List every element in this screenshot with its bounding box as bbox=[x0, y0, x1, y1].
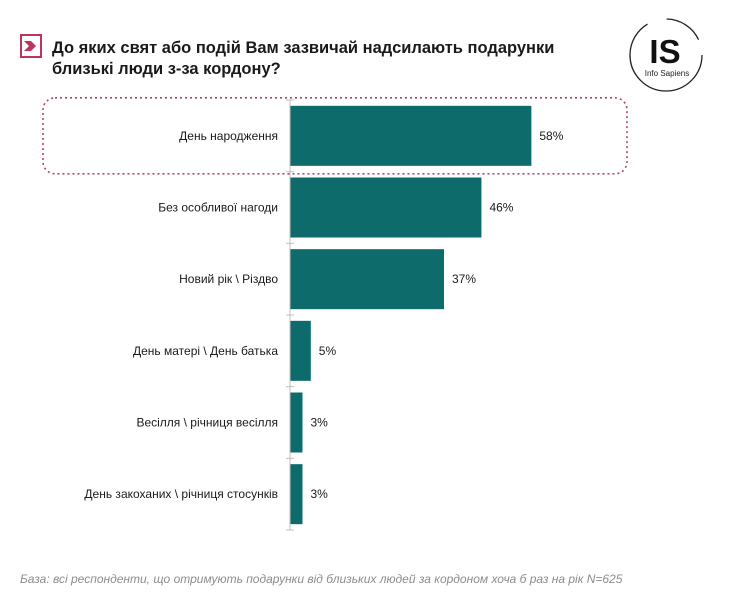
value-label-4: 5% bbox=[319, 344, 337, 358]
info-sapiens-logo: IS Info Sapiens bbox=[629, 18, 703, 92]
category-label-3: Новий рік \ Різдво bbox=[179, 272, 278, 286]
bar-chart: День народження 58% Без особливої нагоди 46… bbox=[42, 97, 628, 531]
category-label-4: День матері \ День батька bbox=[133, 344, 278, 358]
footnote: База: всі респонденти, що отримують пода… bbox=[20, 572, 623, 586]
value-label-3: 37% bbox=[452, 272, 476, 286]
logo-mark: IS bbox=[649, 33, 680, 70]
category-label-6: День закоханих \ річниця стосунків bbox=[84, 487, 278, 501]
category-label-5: Весілля \ річниця весілля bbox=[136, 416, 278, 430]
category-label-1: День народження bbox=[179, 129, 278, 143]
bar-4 bbox=[290, 320, 311, 381]
value-label-2: 46% bbox=[489, 201, 513, 215]
bar-5 bbox=[290, 392, 303, 453]
value-label-5: 3% bbox=[310, 416, 328, 430]
bar-3 bbox=[290, 249, 444, 310]
bar-6 bbox=[290, 464, 303, 525]
value-label-1: 58% bbox=[539, 129, 563, 143]
logo-text: Info Sapiens bbox=[645, 69, 689, 78]
title-arrow-icon bbox=[20, 34, 42, 58]
chart-title: До яких свят або подій Вам зазвичай надс… bbox=[52, 39, 555, 78]
bar-1 bbox=[290, 105, 532, 166]
value-label-6: 3% bbox=[310, 487, 328, 501]
bar-2 bbox=[290, 177, 482, 238]
highlight-frame bbox=[42, 97, 628, 175]
category-label-2: Без особливої нагоди bbox=[158, 201, 278, 215]
